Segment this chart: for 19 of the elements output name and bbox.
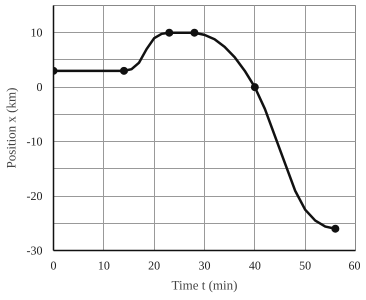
x-tick-label: 30	[198, 258, 210, 272]
point	[165, 28, 174, 37]
y-axis-title: Position x (km)	[4, 88, 19, 168]
point	[190, 28, 198, 37]
y-tick-label: -10	[26, 134, 43, 149]
x-tick-label: 60	[348, 258, 360, 272]
y-tick-label: 10	[30, 26, 42, 40]
point	[331, 224, 340, 233]
x-tick-label: 0	[50, 258, 56, 272]
x-tick-label: 10	[98, 258, 110, 272]
y-tick-label: 0	[36, 80, 42, 94]
point	[250, 83, 259, 92]
point	[120, 66, 128, 75]
x-tick-label: 40	[248, 258, 261, 272]
x-tick-label: 50	[299, 258, 312, 272]
x-axis-title: Time t (min)	[172, 278, 238, 292]
y-tick-label: -30	[26, 244, 43, 258]
x-tick-label: 20	[148, 258, 160, 272]
y-tick-label: -20	[26, 189, 43, 204]
